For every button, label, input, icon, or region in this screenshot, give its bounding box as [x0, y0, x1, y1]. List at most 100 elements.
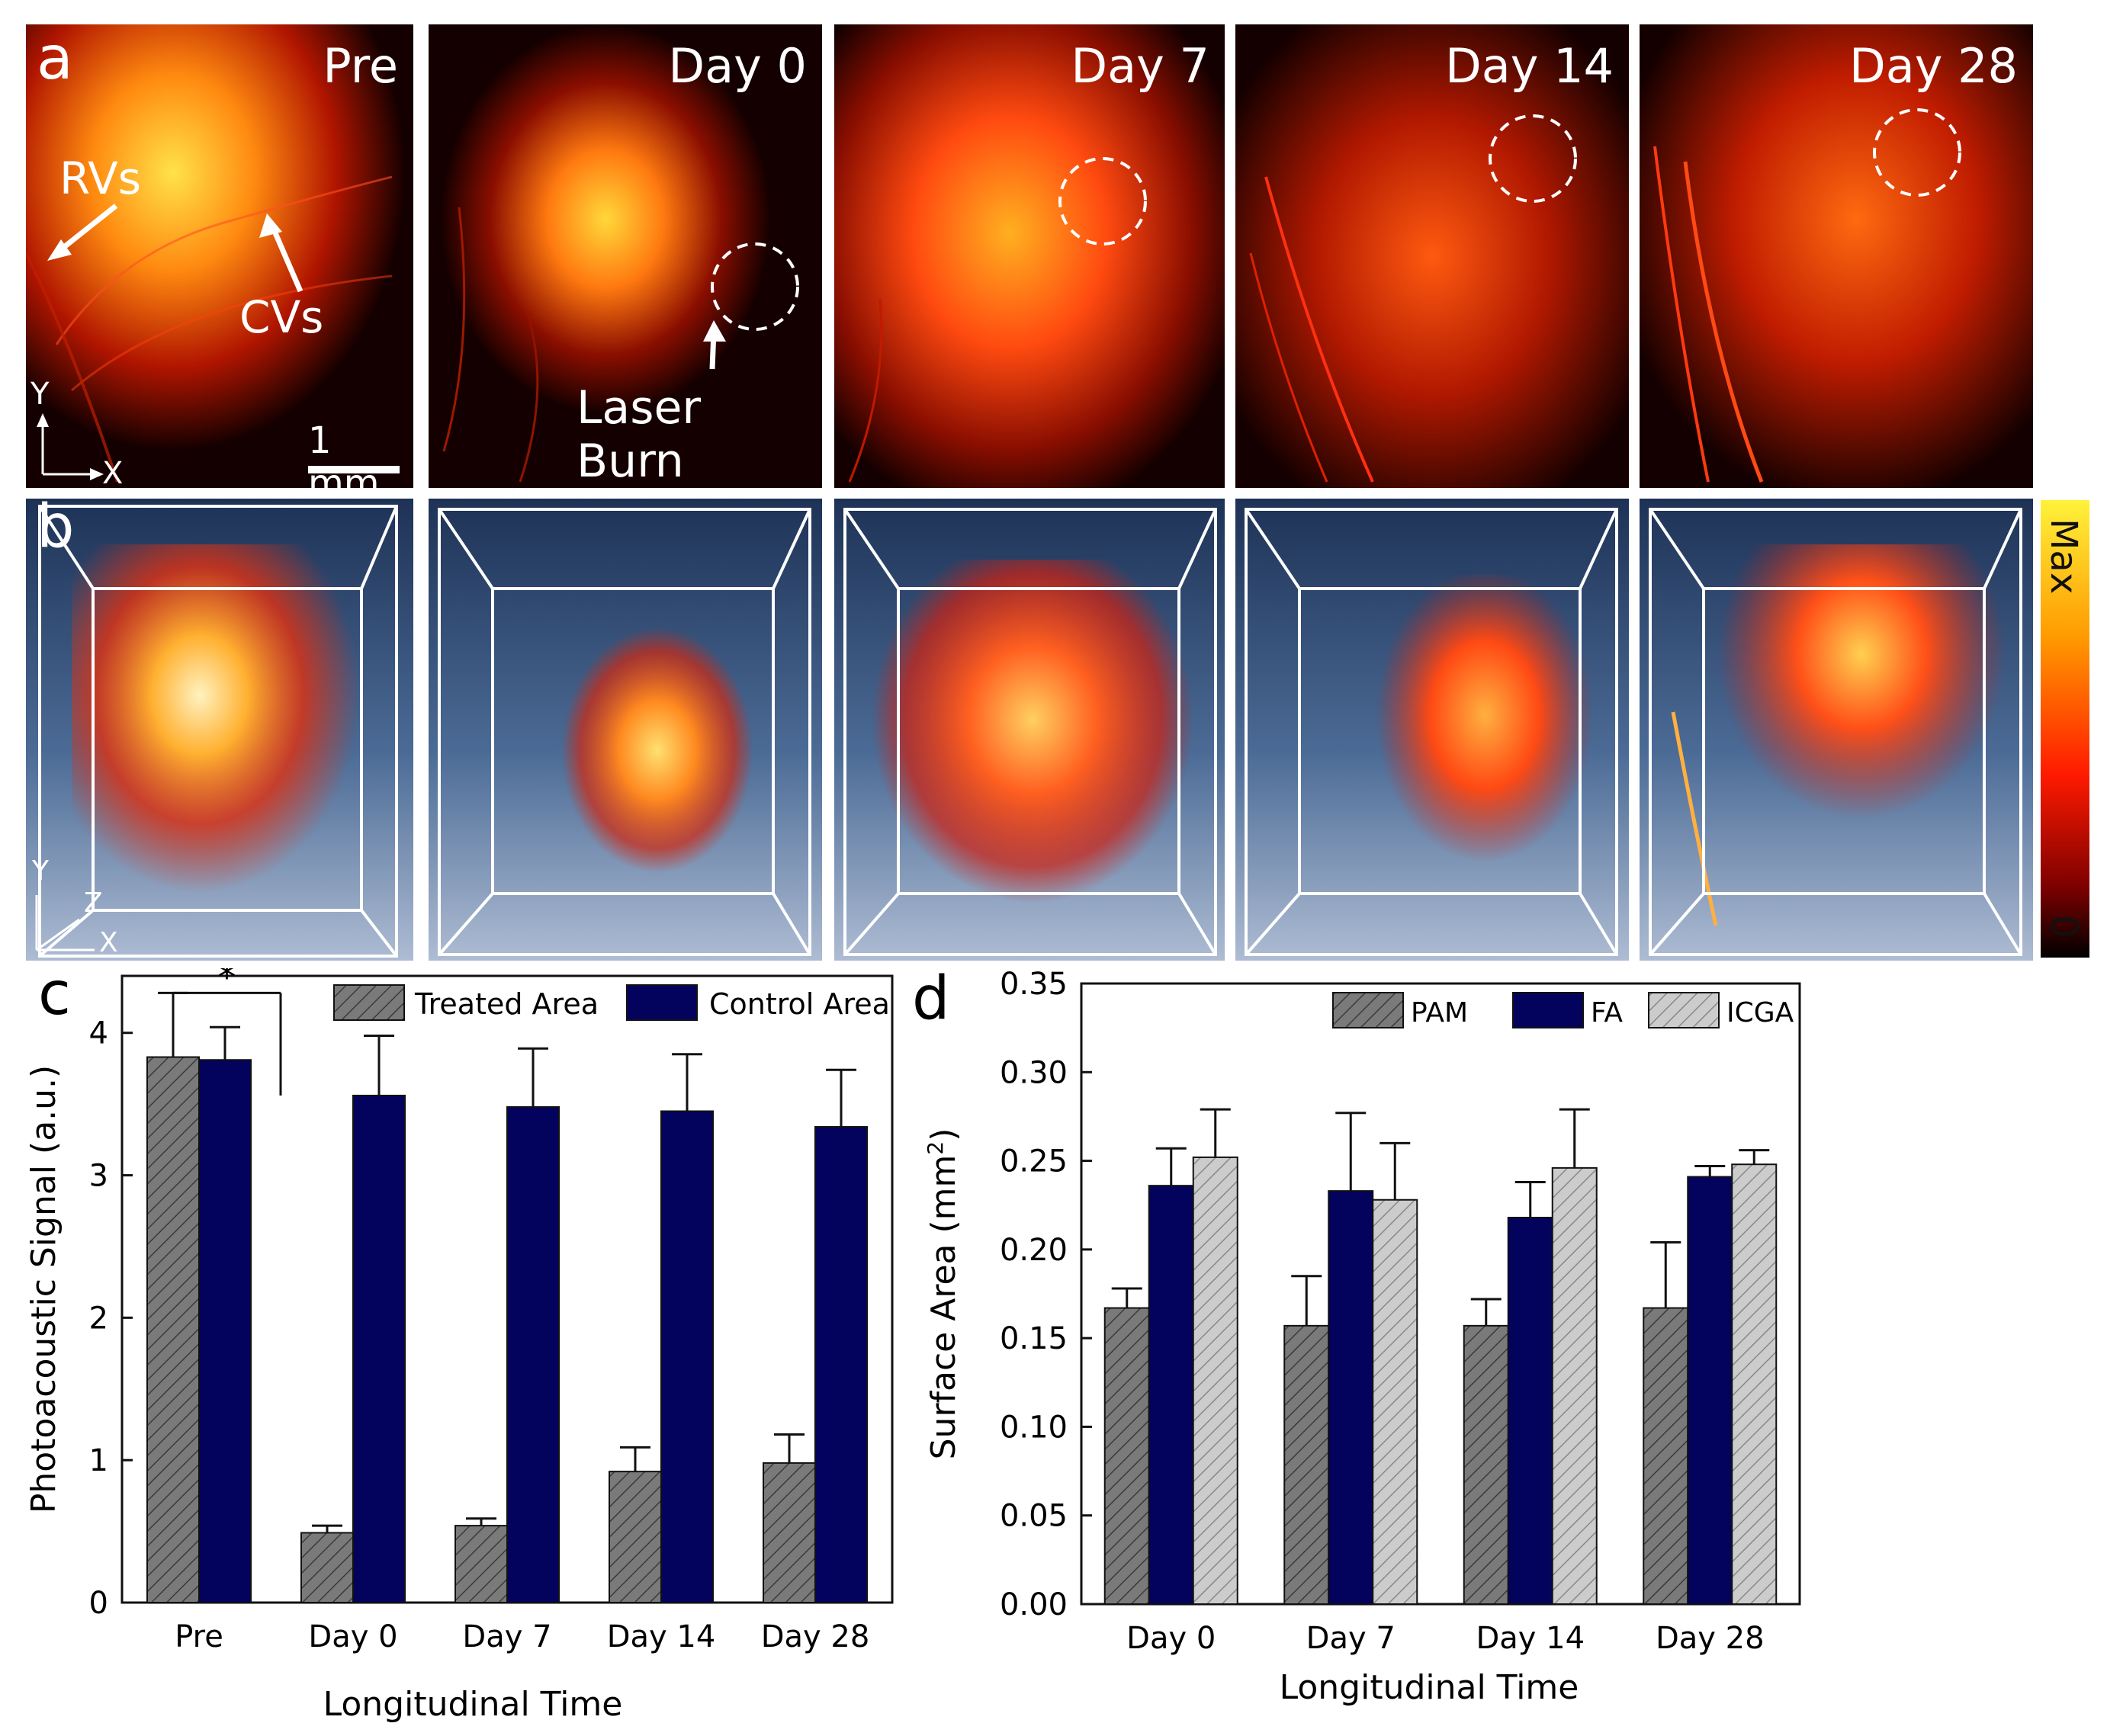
day28-volume-image — [1649, 508, 2022, 956]
bar-treated-area — [146, 1056, 200, 1603]
chart-c-xlabel: Longitudinal Time — [323, 1685, 623, 1724]
bar-control-area — [198, 1059, 252, 1604]
panel-a-pre: a Pre RVs CVs 1 mm Y X — [26, 24, 413, 488]
bar-icga — [1551, 1166, 1598, 1606]
legend-fa-swatch — [1512, 992, 1584, 1028]
bar-pam — [1463, 1324, 1509, 1605]
cvs-annotation: CVs — [239, 291, 324, 343]
day7-volume-image — [843, 508, 1217, 956]
axis-y-label: Y — [31, 377, 50, 412]
x-tick-label: Pre — [175, 1619, 223, 1654]
pre-vessel-image — [26, 24, 413, 488]
panel-a-day7: Day 7 — [834, 24, 1225, 488]
chart-d-label: d — [912, 968, 950, 1033]
panel-title-day0: Day 0 — [668, 38, 807, 94]
panel-b-day7 — [834, 499, 1225, 961]
laser-burn-annotation: Laser Burn — [577, 381, 702, 488]
pre-volume-image — [35, 505, 398, 958]
bar-pam — [1103, 1307, 1150, 1605]
bar-treated-area — [454, 1525, 508, 1603]
chart-c: c 0 1 2 3 4 Pre Day 0 Day 7 Day 14 Day 28 * Longi… — [24, 968, 894, 1724]
panel-b-day14 — [1235, 499, 1629, 961]
day28-vessel-image — [1640, 24, 2033, 488]
day14-volume-image — [1245, 508, 1618, 956]
y-tick-label: 0.15 — [1000, 1321, 1068, 1356]
scale-bar-label: 1 mm — [308, 419, 380, 488]
x-tick-label: Day 7 — [1306, 1621, 1396, 1656]
y-tick-label: 0.05 — [1000, 1499, 1068, 1534]
chart-c-label: c — [38, 968, 71, 1028]
bar-control-area — [660, 1110, 714, 1603]
x-tick-label: Day 14 — [607, 1619, 716, 1654]
y-tick-label: 0.00 — [1000, 1587, 1068, 1622]
y-tick-label: 2 — [89, 1301, 108, 1336]
panel-a-day28: Day 28 — [1640, 24, 2033, 488]
day14-vessel-image — [1235, 24, 1629, 488]
panel-a-day14: Day 14 — [1235, 24, 1629, 488]
y-tick-label: 1 — [89, 1443, 108, 1478]
bar-fa — [1507, 1216, 1553, 1605]
chart-d-xlabel: Longitudinal Time — [1280, 1668, 1579, 1707]
bar-treated-area — [300, 1532, 354, 1604]
y-tick-label: 0.10 — [1000, 1410, 1068, 1445]
y-tick-label: 3 — [89, 1159, 108, 1194]
colorbar-min-label: 0 — [2042, 915, 2085, 939]
bar-treated-area — [609, 1471, 662, 1603]
bar-fa — [1328, 1190, 1374, 1605]
panel-title-day28: Day 28 — [1848, 38, 2018, 94]
legend-icga-label: ICGA — [1726, 997, 1794, 1028]
panel-title-day7: Day 7 — [1071, 38, 1209, 94]
legend-treated-label: Treated Area — [414, 987, 599, 1021]
bar-icga — [1731, 1163, 1778, 1606]
chart-d-ylabel: Surface Area (mm2) — [923, 1128, 964, 1460]
bar-control-area — [352, 1094, 406, 1604]
b-axis-z: Z — [84, 887, 103, 919]
axis-x-label: X — [102, 456, 124, 488]
y-tick-label: 0.25 — [1000, 1144, 1068, 1179]
chart-d-frame — [1080, 982, 1801, 1606]
x-tick-label: Day 7 — [462, 1619, 551, 1654]
colorbar-max-label: Max — [2042, 518, 2085, 595]
charts-area: c 0 1 2 3 4 Pre Day 0 Day 7 Day 14 Day 28 * Longi… — [24, 968, 1801, 1724]
significance-marker: * — [218, 968, 236, 999]
legend-control-label: Control Area — [709, 987, 890, 1021]
chart-c-ylabel: Photoacoustic Signal (a.u.) — [24, 1065, 63, 1513]
panel-b-day28 — [1640, 499, 2033, 961]
bar-fa — [1687, 1176, 1733, 1605]
pre-arrows — [37, 204, 400, 480]
bar-control-area — [814, 1126, 868, 1603]
day0-volume-image — [438, 508, 811, 956]
legend-treated-swatch — [333, 984, 405, 1021]
panel-a-label: a — [37, 24, 73, 93]
bar-control-area — [506, 1105, 560, 1603]
colorbar — [2041, 500, 2089, 958]
y-tick-label: 0.30 — [1000, 1055, 1068, 1090]
bar-treated-area — [763, 1462, 816, 1603]
legend-fa-label: FA — [1591, 997, 1623, 1028]
x-tick-label: Day 28 — [1656, 1621, 1765, 1656]
panel-a-day0: Day 0 Laser Burn — [429, 24, 822, 488]
panel-b-pre: b Y Z X — [26, 499, 413, 961]
y-tick-label: 0 — [89, 1586, 108, 1621]
legend-pam-label: PAM — [1411, 997, 1468, 1028]
panel-b-label: b — [37, 499, 75, 561]
panel-title-pre: Pre — [323, 38, 398, 94]
legend-icga-swatch — [1648, 992, 1720, 1028]
day7-vessel-image — [834, 24, 1225, 488]
y-tick-label: 0.35 — [1000, 968, 1068, 1002]
bar-pam — [1643, 1307, 1689, 1605]
panel-title-day14: Day 14 — [1444, 38, 1614, 94]
legend-pam-swatch — [1332, 992, 1404, 1028]
y-tick-label: 0.20 — [1000, 1233, 1068, 1268]
bar-icga — [1372, 1199, 1418, 1606]
bar-icga — [1192, 1156, 1238, 1606]
day0-vessel-image — [429, 24, 822, 488]
b-axis-x: X — [99, 927, 118, 958]
legend-control-swatch — [626, 984, 698, 1021]
y-tick-label: 4 — [89, 1016, 108, 1051]
b-axis-y: Y — [32, 855, 49, 887]
x-tick-label: Day 0 — [1126, 1621, 1216, 1656]
x-tick-label: Day 28 — [761, 1619, 870, 1654]
chart-d: d 0.00 0.05 0.10 0.15 0.20 0.25 0.30 0.35 Day 0 D… — [912, 968, 1801, 1707]
rvs-annotation: RVs — [59, 152, 142, 204]
